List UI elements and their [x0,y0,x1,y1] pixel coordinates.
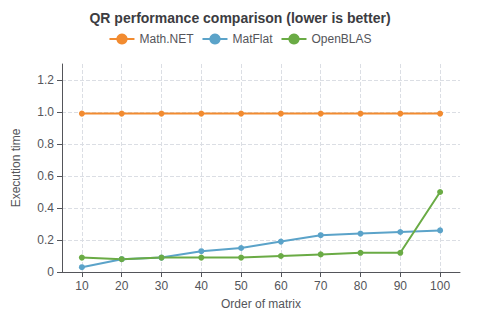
svg-text:Execution time: Execution time [9,128,23,207]
svg-text:10: 10 [75,279,89,293]
svg-text:80: 80 [354,279,368,293]
svg-text:QR performance comparison (low: QR performance comparison (lower is bett… [89,10,390,26]
svg-text:0: 0 [47,265,54,279]
svg-text:OpenBLAS: OpenBLAS [311,32,371,46]
svg-text:Order of matrix: Order of matrix [221,297,301,311]
svg-text:100: 100 [430,279,450,293]
svg-text:0.2: 0.2 [37,233,54,247]
svg-text:40: 40 [195,279,209,293]
svg-text:1.2: 1.2 [37,73,54,87]
svg-text:60: 60 [274,279,288,293]
svg-text:1.0: 1.0 [37,105,54,119]
svg-text:90: 90 [394,279,408,293]
svg-text:0.8: 0.8 [37,137,54,151]
svg-text:20: 20 [115,279,129,293]
svg-text:70: 70 [314,279,328,293]
svg-text:0.4: 0.4 [37,201,54,215]
svg-text:0.6: 0.6 [37,169,54,183]
svg-text:MatFlat: MatFlat [232,32,273,46]
svg-text:30: 30 [155,279,169,293]
svg-text:Math.NET: Math.NET [139,32,194,46]
svg-text:50: 50 [234,279,248,293]
